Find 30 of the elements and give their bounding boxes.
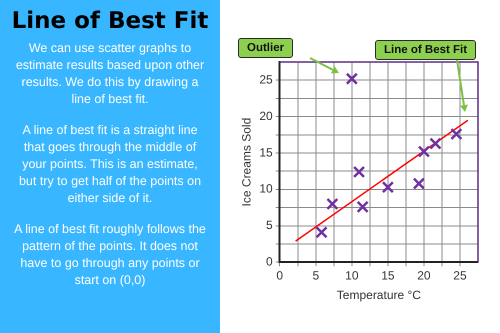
x-tick-label: 10 [345,268,359,283]
y-tick-label: 20 [259,108,274,123]
point [352,166,366,178]
x-axis-title: Temperature °C [336,288,422,302]
x-tick-label: 15 [381,268,395,283]
text: We can use scatter graphs to estimate results based upon other results. We do this by drawing a line of best fit. [14,40,206,108]
point [356,200,369,214]
x-tick-label: 20 [417,268,431,283]
y-tick-label: 25 [259,72,274,87]
x-tick-label: 25 [453,268,467,283]
y-axis-title: Ice Creams Sold [240,118,254,206]
x-tick-label: 5 [312,268,320,283]
text: A line of best fit is a straight line that goes through the middle of your points. This is an estimate, but try to get half of the points on either side of it. [18,122,202,207]
point [346,72,358,85]
point [450,128,463,140]
y-tick-label: 0 [266,254,274,269]
text: Line of Best Fit [375,40,476,60]
point [382,181,394,194]
text: Outlier [238,38,294,58]
text: A line of best fit roughly follows the pattern of the points. It does not have to go through any points or start on (0,0) [13,221,207,289]
y-tick-label: 10 [259,182,274,196]
y-tick-label: 5 [266,218,274,232]
chart-title: Line of Best Fit [10,8,210,34]
y-tick-label: 15 [259,145,274,160]
point [418,145,430,158]
x-tick-label: 0 [276,268,284,283]
point [412,177,426,190]
point [429,137,442,150]
point [326,198,339,210]
point [315,226,328,239]
